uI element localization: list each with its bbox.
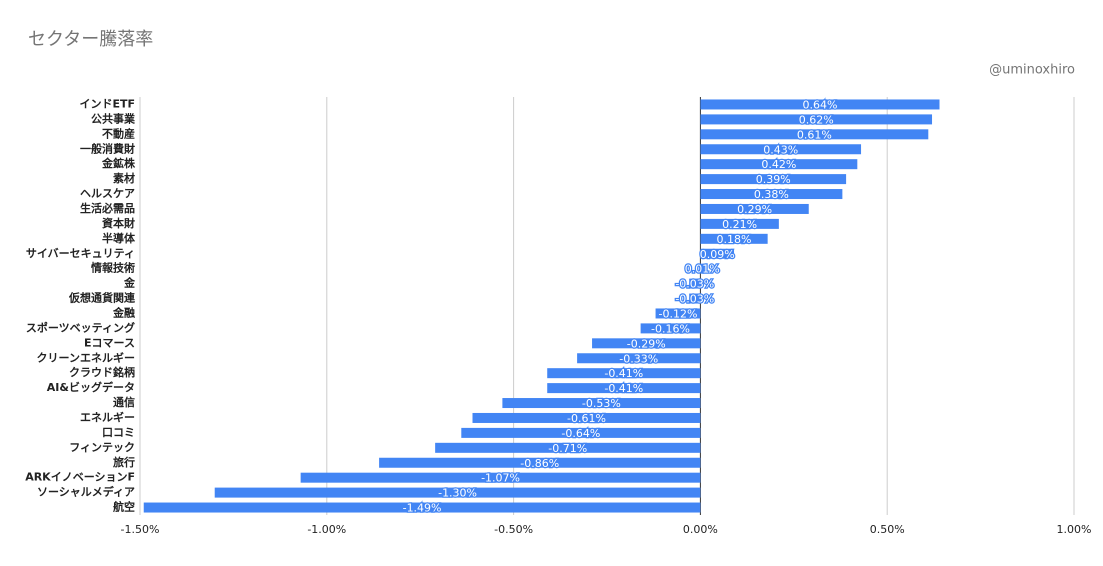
- bar: [700, 159, 858, 170]
- y-tick-label: 不動産: [102, 126, 135, 140]
- x-tick-label: 1.00%: [1057, 523, 1092, 536]
- y-tick-label: 資本財: [102, 216, 135, 230]
- value-label: 0.21%: [722, 218, 757, 231]
- y-tick-label: エネルギー: [80, 410, 135, 424]
- value-label: 0.42%: [761, 158, 796, 171]
- x-tick-label: 0.00%: [683, 523, 718, 536]
- y-tick-label: 旅行: [113, 455, 135, 469]
- value-label: 0.18%: [717, 233, 752, 246]
- bar: [700, 174, 847, 185]
- y-tick-label: 航空: [113, 500, 135, 514]
- y-tick-label: 生活必需品: [80, 201, 135, 215]
- y-tick-label: スポーツベッティング: [26, 320, 135, 334]
- bar: [461, 427, 701, 438]
- bar: [547, 383, 701, 394]
- y-tick-label: クラウド銘柄: [69, 365, 135, 379]
- bar: [640, 323, 701, 334]
- value-label: -0.86%: [520, 457, 559, 470]
- bar: [700, 129, 929, 140]
- value-label: 0.43%: [763, 143, 798, 156]
- y-tick-label: 公共事業: [91, 111, 136, 125]
- watermark: @uminoxhiro: [989, 63, 1075, 78]
- x-tick-label: -1.50%: [121, 523, 160, 536]
- value-label: 0.01%: [685, 263, 720, 276]
- value-label: -0.33%: [619, 352, 658, 365]
- y-tick-label: 金: [123, 276, 136, 290]
- bar: [435, 442, 701, 453]
- y-tick-label: インドETF: [79, 97, 135, 110]
- bar: [689, 293, 701, 304]
- y-tick-label: ARKイノベーションF: [25, 471, 135, 484]
- bar: [689, 278, 701, 289]
- value-label: 0.39%: [756, 173, 791, 186]
- value-label: -0.71%: [548, 442, 587, 455]
- y-tick-label: サイバーセキュリティ: [26, 247, 135, 260]
- value-label: -0.61%: [567, 412, 606, 425]
- bar: [700, 99, 940, 110]
- value-label: -0.41%: [604, 367, 643, 380]
- y-tick-label: Eコマース: [84, 336, 135, 349]
- value-label: -0.41%: [604, 382, 643, 395]
- value-label: -0.53%: [582, 397, 621, 410]
- bar: [700, 203, 809, 214]
- bar: [502, 398, 701, 409]
- bar: [214, 487, 701, 498]
- bar: [700, 189, 843, 200]
- y-tick-label: 金融: [112, 305, 135, 319]
- value-label: -1.07%: [481, 472, 520, 485]
- y-tick-label: 情報技術: [91, 261, 135, 275]
- bar: [300, 472, 701, 483]
- bar: [472, 412, 701, 423]
- bar: [143, 502, 701, 513]
- y-tick-label: フィンテック: [69, 441, 135, 454]
- bar: [700, 248, 735, 259]
- value-label: 0.61%: [797, 128, 832, 141]
- y-tick-label: 半導体: [102, 231, 136, 245]
- y-tick-label: ヘルスケア: [80, 187, 135, 200]
- y-tick-label: 一般消費財: [80, 141, 135, 155]
- value-label: -0.16%: [651, 322, 690, 335]
- value-label: 0.62%: [799, 113, 834, 126]
- bar: [700, 263, 705, 274]
- value-label: -0.64%: [561, 427, 600, 440]
- bar: [379, 457, 701, 468]
- bar: [700, 233, 768, 244]
- x-tick-label: -1.00%: [307, 523, 346, 536]
- y-tick-label: 素材: [113, 171, 135, 185]
- y-tick-label: 金鉱株: [101, 156, 136, 170]
- bar: [700, 144, 862, 155]
- bar: [592, 338, 701, 349]
- value-label: -0.03%: [675, 293, 714, 306]
- value-label: -1.49%: [403, 502, 442, 515]
- bar: [655, 308, 701, 319]
- value-label: 0.09%: [700, 248, 735, 261]
- bar: [700, 218, 779, 229]
- value-label: -1.30%: [438, 487, 477, 500]
- value-label: -0.12%: [659, 307, 698, 320]
- value-label: 0.64%: [802, 98, 837, 111]
- y-tick-label: ソーシャルメディア: [37, 485, 135, 499]
- chart-title: セクター騰落率: [28, 29, 153, 50]
- x-tick-label: -0.50%: [494, 523, 533, 536]
- y-tick-label: 通信: [113, 395, 135, 409]
- bar: [547, 368, 701, 379]
- y-tick-label: AI&ビッグデータ: [47, 380, 135, 394]
- value-label: 0.29%: [737, 203, 772, 216]
- y-tick-label: 口コミ: [102, 426, 135, 439]
- value-label: 0.38%: [754, 188, 789, 201]
- y-tick-label: クリーンエネルギー: [37, 350, 135, 364]
- value-label: -0.29%: [627, 337, 666, 350]
- bar: [700, 114, 933, 125]
- y-tick-label: 仮想通貨関連: [68, 291, 136, 305]
- x-tick-label: 0.50%: [870, 523, 905, 536]
- value-label: -0.03%: [675, 278, 714, 291]
- bar: [577, 353, 701, 364]
